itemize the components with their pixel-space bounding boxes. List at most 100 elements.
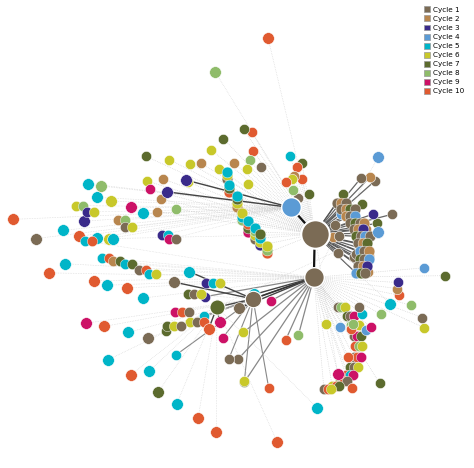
- Point: [142, 266, 149, 273]
- Point: [365, 269, 372, 276]
- Point: [355, 322, 363, 329]
- Point: [351, 205, 359, 212]
- Point: [9, 216, 17, 223]
- Point: [109, 235, 117, 242]
- Point: [256, 231, 264, 238]
- Point: [287, 204, 295, 211]
- Point: [97, 182, 104, 190]
- Point: [256, 238, 264, 246]
- Point: [359, 240, 366, 247]
- Point: [359, 226, 366, 233]
- Point: [337, 199, 345, 207]
- Point: [191, 291, 198, 298]
- Point: [100, 322, 108, 330]
- Point: [334, 303, 341, 311]
- Point: [216, 280, 223, 287]
- Point: [245, 217, 252, 225]
- Point: [123, 284, 131, 292]
- Point: [357, 269, 365, 277]
- Point: [286, 153, 294, 160]
- Point: [245, 228, 252, 235]
- Point: [105, 235, 113, 242]
- Point: [84, 180, 92, 187]
- Point: [322, 320, 330, 327]
- Point: [355, 226, 362, 233]
- Point: [336, 382, 343, 390]
- Point: [336, 324, 344, 331]
- Point: [80, 218, 88, 225]
- Point: [358, 200, 366, 208]
- Point: [62, 260, 69, 268]
- Point: [202, 280, 210, 287]
- Point: [177, 322, 185, 330]
- Point: [139, 294, 147, 302]
- Point: [121, 223, 129, 231]
- Point: [252, 224, 259, 231]
- Point: [364, 240, 371, 247]
- Point: [343, 313, 351, 320]
- Point: [334, 370, 341, 377]
- Point: [289, 187, 296, 194]
- Point: [329, 233, 337, 241]
- Point: [219, 135, 227, 142]
- Point: [144, 335, 152, 342]
- Point: [187, 160, 194, 168]
- Point: [146, 271, 153, 278]
- Point: [238, 217, 246, 224]
- Point: [420, 264, 428, 271]
- Point: [346, 363, 354, 370]
- Point: [114, 217, 122, 224]
- Point: [139, 210, 147, 217]
- Point: [249, 295, 257, 303]
- Point: [209, 280, 217, 287]
- Point: [373, 219, 381, 227]
- Point: [197, 159, 204, 167]
- Point: [267, 297, 275, 304]
- Point: [75, 233, 83, 240]
- Point: [374, 228, 382, 235]
- Point: [98, 254, 106, 262]
- Point: [194, 414, 202, 422]
- Point: [155, 388, 162, 395]
- Point: [344, 378, 351, 385]
- Point: [294, 194, 302, 202]
- Point: [225, 181, 233, 188]
- Point: [205, 325, 212, 333]
- Point: [419, 314, 426, 322]
- Point: [328, 385, 335, 392]
- Point: [352, 250, 359, 258]
- Point: [152, 271, 160, 278]
- Point: [245, 220, 252, 228]
- Point: [164, 188, 171, 196]
- Point: [346, 205, 354, 212]
- Point: [172, 205, 180, 212]
- Point: [342, 212, 350, 219]
- Point: [121, 217, 129, 224]
- Point: [243, 165, 251, 173]
- Point: [245, 224, 252, 232]
- Point: [213, 303, 221, 311]
- Point: [370, 210, 377, 218]
- Point: [265, 385, 273, 392]
- Point: [351, 322, 359, 329]
- Point: [219, 334, 227, 342]
- Point: [223, 172, 231, 179]
- Point: [288, 175, 296, 183]
- Point: [357, 332, 365, 339]
- Legend: Cycle 1, Cycle 2, Cycle 3, Cycle 4, Cycle 5, Cycle 6, Cycle 7, Cycle 8, Cycle 9,: Cycle 1, Cycle 2, Cycle 3, Cycle 4, Cycl…: [422, 4, 467, 96]
- Point: [157, 195, 164, 203]
- Point: [349, 371, 357, 379]
- Point: [127, 204, 135, 211]
- Point: [354, 332, 361, 339]
- Point: [351, 342, 359, 350]
- Point: [201, 318, 208, 326]
- Point: [350, 226, 357, 233]
- Point: [351, 219, 359, 227]
- Point: [94, 194, 101, 201]
- Point: [348, 384, 356, 392]
- Point: [238, 209, 246, 217]
- Point: [358, 310, 365, 317]
- Point: [135, 266, 143, 273]
- Point: [350, 254, 357, 261]
- Point: [184, 291, 191, 298]
